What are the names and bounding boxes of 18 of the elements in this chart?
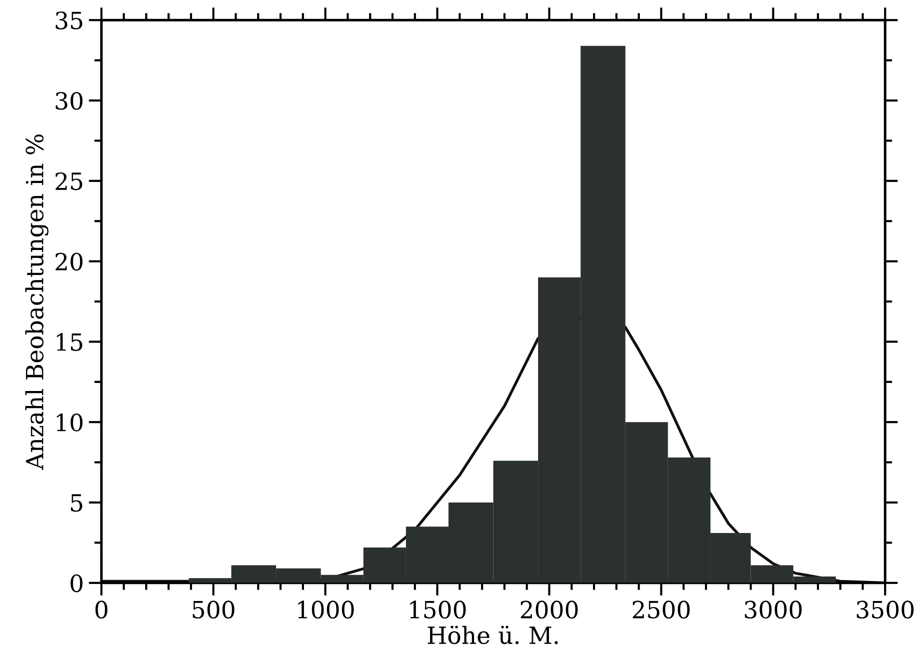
x-tick-label: 2000 xyxy=(520,600,578,619)
x-tick-label: 3500 xyxy=(856,600,914,619)
y-tick-label: 5 xyxy=(71,494,82,512)
x-tick-label: 2500 xyxy=(632,600,690,619)
y-tick-label: 25 xyxy=(56,172,82,190)
y-tick-label: 10 xyxy=(56,414,82,432)
y-tick-label: 0 xyxy=(70,574,82,592)
x-tick-label: 500 xyxy=(192,600,234,619)
x-tick-label: 1500 xyxy=(410,600,466,619)
y-tick-label: 35 xyxy=(56,12,82,30)
x-tick-label: 1000 xyxy=(298,600,354,619)
y-tick-label: 15 xyxy=(56,333,82,352)
x-tick-label: 3000 xyxy=(744,600,802,619)
y-tick-label: 30 xyxy=(56,92,82,110)
x-tick-label: 0 xyxy=(95,600,108,619)
x-axis-title: Höhe ü. M. xyxy=(428,626,558,644)
y-tick-label: 20 xyxy=(56,252,82,271)
y-axis-title: Anzahl Beobachtungen in % xyxy=(25,134,48,470)
